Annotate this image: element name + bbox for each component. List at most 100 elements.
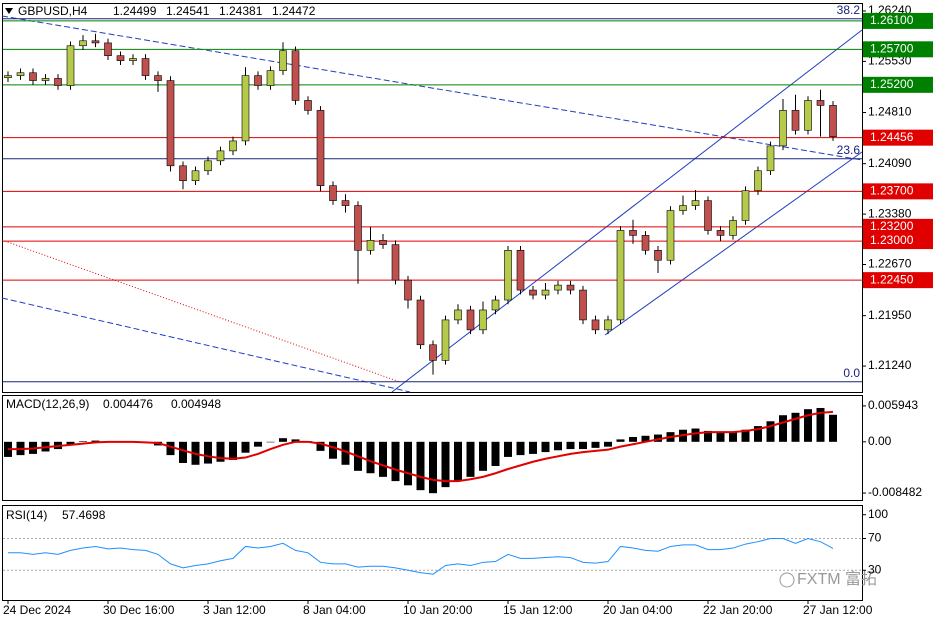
candle-body <box>16 72 25 76</box>
candle-body <box>466 309 475 331</box>
macd-bar <box>741 429 750 442</box>
price-pane <box>2 3 863 393</box>
candle-body <box>79 40 87 47</box>
x-tick-label: 8 Jan 04:00 <box>303 603 366 617</box>
signal-line <box>8 410 834 483</box>
level-box <box>863 233 933 250</box>
y-tick-label: 1.21950 <box>868 308 912 322</box>
macd-bar <box>429 441 437 494</box>
candle-body <box>216 150 225 162</box>
macd-pane <box>2 395 863 501</box>
macd-bar <box>491 441 500 466</box>
macd-bar <box>79 441 87 442</box>
candle-body <box>379 240 387 245</box>
x-tick-label: 15 Jan 12:00 <box>503 603 573 617</box>
candle-body <box>104 42 112 57</box>
macd-bar <box>629 436 637 442</box>
macd-title: MACD(12,26,9) <box>6 397 89 411</box>
trend-line <box>1 15 863 161</box>
candle-body <box>491 299 500 311</box>
candle-body <box>41 78 50 81</box>
macd-bar <box>591 441 600 448</box>
macd-bar <box>816 407 825 442</box>
macd-bar <box>379 441 387 477</box>
candle-body <box>241 75 250 142</box>
symbol: GBPUSD,H4 <box>18 4 88 18</box>
macd-bar <box>829 414 837 442</box>
candle-body <box>804 100 812 131</box>
candle-body <box>641 235 650 251</box>
candle-body <box>341 200 350 206</box>
candle-body <box>129 58 137 61</box>
candle-body <box>604 319 612 331</box>
macd-bar <box>641 435 650 442</box>
level-label: 1.24456 <box>870 130 914 144</box>
candle-body <box>416 299 425 346</box>
level-label: 1.23700 <box>870 184 914 198</box>
channel-line <box>604 151 863 336</box>
macd-bar <box>791 412 800 442</box>
candle-body <box>691 200 700 206</box>
level-box <box>863 183 933 200</box>
level-label: 1.22450 <box>870 272 914 286</box>
x-tick-label: 3 Jan 12:00 <box>203 603 266 617</box>
candle-body <box>366 240 375 251</box>
macd-bar <box>241 441 250 453</box>
candle-body <box>566 284 575 291</box>
candle-body <box>66 45 75 86</box>
candle-body <box>229 140 237 152</box>
rsi-title: RSI(14) <box>6 508 47 522</box>
macd-bar <box>566 441 575 450</box>
x-tick-label: 24 Dec 2024 <box>3 603 71 617</box>
candle-body <box>191 170 200 182</box>
candle-body <box>529 289 537 296</box>
macd-bar <box>691 428 700 442</box>
header-value: 0.004476 <box>103 397 153 411</box>
candle-body <box>516 250 525 291</box>
candle-body <box>166 80 175 167</box>
fib-label: 0.0 <box>843 366 860 380</box>
y-tick-label: 1.24810 <box>868 105 912 119</box>
macd-bar <box>654 434 662 442</box>
macd-bar <box>516 441 525 456</box>
macd-bar <box>166 441 175 456</box>
x-tick-label: 30 Dec 16:00 <box>103 603 175 617</box>
header-value: 57.4698 <box>62 508 106 522</box>
macd-bar <box>504 441 512 457</box>
macd-bar <box>216 441 225 462</box>
level-box <box>863 272 933 289</box>
candle-body <box>579 289 587 321</box>
y-tick-label: 1.21240 <box>868 358 912 372</box>
macd-bar <box>754 426 762 442</box>
candle-body <box>504 250 512 301</box>
candle-body <box>141 58 150 76</box>
x-tick-label: 22 Jan 20:00 <box>703 603 773 617</box>
x-tick-label: 27 Jan 12:00 <box>803 603 873 617</box>
candle-body <box>304 100 312 111</box>
trend-line <box>1 297 411 393</box>
y-tick-label: 1.24090 <box>868 156 912 170</box>
macd-bar <box>454 441 462 482</box>
candle-body <box>391 244 400 281</box>
candle-body <box>354 205 362 251</box>
candle-body <box>829 105 837 137</box>
level-label: 1.23200 <box>870 219 914 233</box>
level-box <box>863 129 933 146</box>
candle-body <box>541 289 550 296</box>
macd-bar <box>366 441 375 474</box>
macd-bar <box>266 441 275 443</box>
candle-body <box>54 78 62 86</box>
macd-bar <box>441 441 450 488</box>
candle-body <box>716 230 725 236</box>
candle-body <box>591 319 600 331</box>
candle-body <box>816 100 825 106</box>
y-tick-label: 100 <box>868 507 888 521</box>
candle-body <box>454 309 462 321</box>
macd-bar <box>204 441 212 464</box>
candle-body <box>404 279 412 301</box>
macd-bar <box>466 441 475 477</box>
candle-body <box>629 230 637 236</box>
candle-body <box>754 170 762 191</box>
watermark-logo <box>779 572 795 588</box>
header-value: 0.004948 <box>171 397 221 411</box>
